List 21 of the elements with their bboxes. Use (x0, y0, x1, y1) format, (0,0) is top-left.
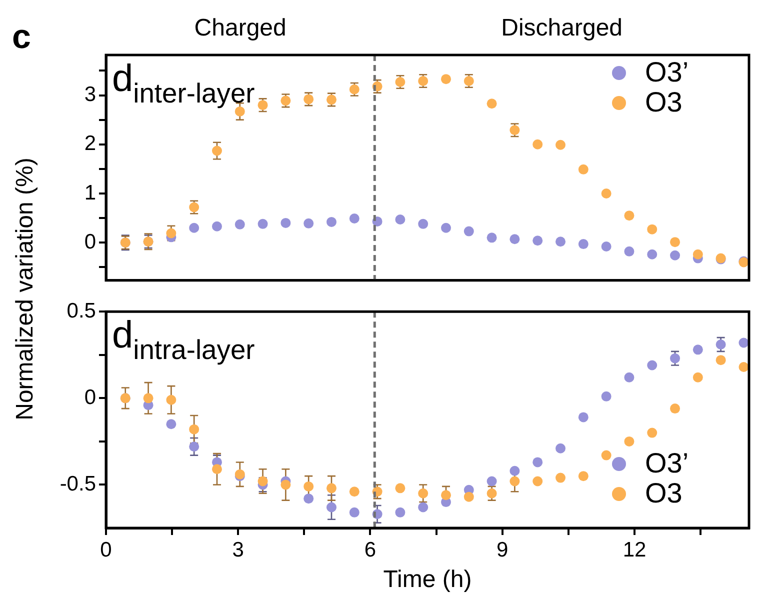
y-tick-label: -0.5 (60, 472, 96, 496)
x-tick-label: 6 (364, 538, 376, 562)
y-tick-label: 3 (84, 83, 96, 106)
x-tick-label: 0 (100, 538, 112, 562)
legend-label: O3’ (645, 448, 689, 479)
x-tick-label: 12 (622, 538, 646, 562)
text: Discharged (501, 14, 623, 42)
legend-label: O3 (645, 86, 682, 118)
x-tick-label: 9 (496, 538, 508, 562)
text: Charged (194, 14, 286, 42)
y-axis-title: Normalized variation (%) (11, 157, 39, 420)
chart-title: c (12, 18, 31, 56)
y-tick-label: 2 (84, 132, 96, 156)
legend-label: O3 (645, 478, 682, 509)
y-tick-label: 0.5 (66, 299, 96, 322)
y-tick-label: 0 (84, 386, 96, 409)
legend-label: O3’ (645, 56, 689, 88)
y-tick-label: 1 (84, 181, 96, 204)
x-axis-title: Time (h) (383, 566, 472, 594)
y-tick-label: 0 (84, 230, 96, 254)
x-tick-label: 3 (232, 538, 244, 562)
